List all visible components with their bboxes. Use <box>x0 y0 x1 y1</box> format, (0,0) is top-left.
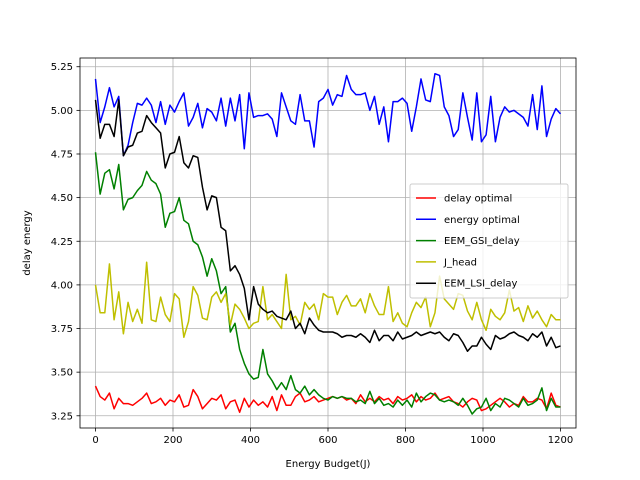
x-tick-label: 1200 <box>548 435 573 446</box>
y-tick-label: 4.25 <box>51 237 73 248</box>
x-tick-label: 200 <box>163 435 182 446</box>
legend: delay optimal energy optimal EEM_GSI_delay… <box>409 183 569 299</box>
y-tick-label: 5.00 <box>51 106 73 117</box>
legend-label-delay-optimal: delay optimal <box>444 194 512 205</box>
y-axis-label: delay energy <box>22 210 33 275</box>
axis-ticks: 0 200 400 600 800 1000 1200 3.25 3.50 3.75 4.00 4.2… <box>51 62 573 446</box>
y-tick-label: 4.75 <box>51 149 73 160</box>
series-lines <box>94 72 562 415</box>
series-line-j-head <box>94 261 561 338</box>
y-tick-label: 3.50 <box>51 368 73 379</box>
x-tick-label: 600 <box>318 435 337 446</box>
series-line-eem-lsi-delay <box>94 99 561 352</box>
legend-label-eem-lsi-delay: EEM_LSI_delay <box>444 279 518 290</box>
legend-label-eem-gsi-delay: EEM_GSI_delay <box>444 236 520 247</box>
x-tick-label: 800 <box>396 435 415 446</box>
legend-label-j-head: J_head <box>443 257 477 268</box>
series-line-energy-optimal <box>94 72 562 157</box>
legend-frame <box>409 183 569 299</box>
y-tick-label: 3.75 <box>51 324 73 335</box>
y-tick-label: 5.25 <box>51 62 73 73</box>
series-line-eem-gsi-delay <box>94 152 561 415</box>
y-tick-label: 3.25 <box>51 411 73 422</box>
legend-label-energy-optimal: energy optimal <box>444 215 520 226</box>
x-tick-label: 0 <box>92 435 98 446</box>
x-axis-label: Energy Budget(J) <box>286 459 371 470</box>
y-tick-label: 4.00 <box>51 280 73 291</box>
x-tick-label: 1000 <box>470 435 495 446</box>
x-tick-label: 400 <box>241 435 260 446</box>
series-line-delay-optimal <box>94 385 561 414</box>
y-tick-label: 4.50 <box>51 193 73 204</box>
